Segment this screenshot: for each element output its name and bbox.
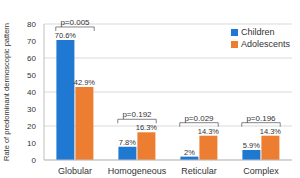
svg-text:5.9%: 5.9%	[243, 141, 260, 150]
svg-text:60: 60	[27, 54, 36, 63]
svg-text:42.9%: 42.9%	[74, 78, 96, 87]
svg-text:14.3%: 14.3%	[198, 127, 220, 136]
svg-text:p=0.005: p=0.005	[60, 18, 90, 27]
svg-text:p=0.196: p=0.196	[246, 114, 276, 123]
svg-text:70: 70	[27, 37, 36, 46]
svg-text:14.3%: 14.3%	[260, 127, 282, 136]
html-text:Children: Children	[241, 27, 275, 37]
svg-text:50: 50	[27, 71, 36, 80]
svg-text:16.3%: 16.3%	[136, 123, 158, 132]
svg-text:Homogeneous: Homogeneous	[108, 166, 167, 176]
svg-text:30: 30	[27, 105, 36, 114]
svg-text:Complex: Complex	[243, 166, 279, 176]
svg-text:2%: 2%	[184, 148, 195, 157]
svg-text:p=0.192: p=0.192	[122, 110, 152, 119]
svg-text:p=0.029: p=0.029	[184, 114, 214, 123]
svg-text:7.8%: 7.8%	[119, 138, 136, 147]
svg-text:0: 0	[32, 156, 37, 165]
svg-text:80: 80	[27, 20, 36, 29]
svg-text:Rate of predominant dermoscopi: Rate of predominant dermoscopic pattern	[8, 23, 11, 161]
html-text:Adolescents: Adolescents	[241, 39, 290, 49]
svg-text:10: 10	[27, 139, 36, 148]
svg-text:Reticular: Reticular	[181, 166, 217, 176]
svg-text:40: 40	[27, 88, 36, 97]
svg-text:20: 20	[27, 122, 36, 131]
svg-text:70.6%: 70.6%	[55, 31, 77, 40]
svg-text:Globular: Globular	[58, 166, 92, 176]
